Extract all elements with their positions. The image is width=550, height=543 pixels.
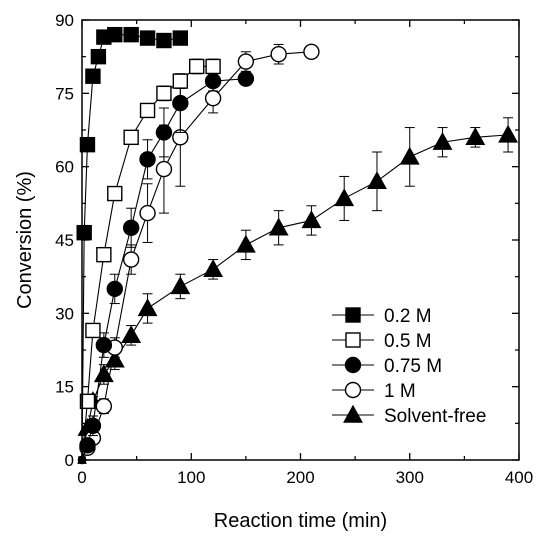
data-point [79, 393, 96, 410]
data-point [139, 102, 156, 119]
data-point [301, 210, 322, 229]
series-solvent-free [77, 117, 519, 464]
data-point [123, 26, 139, 43]
legend-label: 0.5 M [384, 331, 432, 352]
data-point [95, 336, 113, 354]
data-point [170, 276, 191, 295]
y-tick-label: 0 [65, 451, 74, 470]
data-point [432, 132, 453, 150]
series-1-m [77, 43, 320, 465]
data-point [172, 94, 189, 112]
data-point [172, 73, 189, 89]
y-axis-label: Conversion (%) [14, 171, 36, 309]
data-point [334, 188, 355, 207]
data-point [106, 280, 123, 298]
data-point [303, 43, 320, 60]
data-point [345, 332, 361, 348]
data-point [137, 298, 158, 317]
data-point [367, 171, 387, 190]
legend-item: 1 M [332, 381, 416, 402]
legend-item: Solvent-free [332, 404, 486, 427]
legend-item: 0.5 M [332, 331, 432, 352]
data-point [203, 259, 224, 278]
series-line [81, 51, 312, 461]
data-point [155, 160, 173, 178]
y-tick-label: 45 [55, 231, 74, 250]
y-tick-label: 90 [55, 11, 74, 30]
data-point [139, 30, 156, 46]
data-point [122, 219, 140, 236]
y-tick-label: 60 [55, 158, 74, 177]
data-point [237, 53, 255, 70]
data-point [79, 136, 96, 153]
data-point [156, 32, 172, 49]
legend-label: 0.75 M [384, 356, 442, 377]
data-point [343, 404, 363, 423]
data-point [268, 217, 289, 236]
data-point [90, 48, 107, 65]
data-point [345, 307, 361, 323]
data-point [344, 356, 362, 374]
legend-label: 1 M [384, 381, 416, 402]
data-point [235, 234, 256, 253]
data-point [95, 398, 113, 415]
legend-label: Solvent-free [384, 406, 486, 427]
data-point [121, 325, 142, 344]
data-point [104, 349, 125, 368]
data-point [205, 58, 221, 75]
legend: 0.2 M 0.5 M 0.75 M 1 M Solvent-free [332, 306, 486, 427]
data-point [399, 146, 420, 165]
data-point [107, 185, 123, 202]
legend-item: 0.2 M [332, 306, 432, 327]
series-0-2-m [76, 26, 189, 464]
data-point [204, 90, 222, 107]
data-point [155, 124, 173, 141]
data-point [76, 224, 92, 241]
data-point [204, 72, 222, 90]
y-tick-label: 15 [55, 378, 74, 397]
data-point [122, 251, 140, 268]
y-tick-label: 75 [55, 84, 74, 103]
data-point [85, 322, 101, 339]
data-point [84, 417, 102, 434]
data-point [139, 204, 156, 222]
data-point [237, 70, 255, 87]
x-tick-label: 300 [396, 468, 424, 487]
data-point [465, 127, 486, 146]
x-tick-label: 0 [77, 468, 86, 487]
legend-label: 0.2 M [384, 306, 432, 327]
data-point [139, 151, 156, 168]
x-tick-label: 200 [286, 468, 314, 487]
y-tick-label: 30 [55, 304, 74, 323]
data-point [107, 26, 123, 43]
legend-item: 0.75 M [332, 356, 442, 377]
data-point [344, 381, 362, 399]
data-point [123, 129, 139, 146]
data-point [96, 246, 112, 263]
data-point [156, 85, 172, 102]
data-point [498, 124, 519, 143]
data-point [172, 30, 189, 46]
axes: 0 100 200 300 400 0 15 30 45 60 75 90 [55, 11, 533, 487]
x-tick-label: 400 [505, 468, 533, 487]
x-axis-label: Reaction time (min) [214, 510, 387, 532]
data-point [189, 58, 205, 75]
plot-area [76, 26, 519, 465]
x-tick-label: 100 [177, 468, 205, 487]
data-point [270, 46, 287, 63]
data-point [85, 68, 101, 84]
